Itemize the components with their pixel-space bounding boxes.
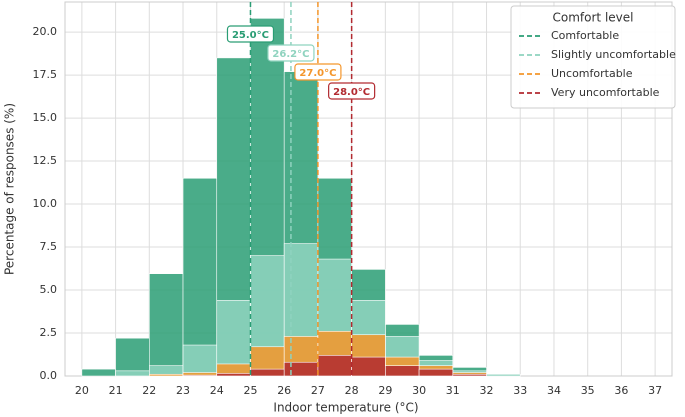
x-tick-label: 37 [648, 384, 662, 397]
bar [418, 368, 454, 377]
y-axis-label: Percentage of responses (%) [3, 103, 17, 275]
x-tick-label: 36 [614, 384, 628, 397]
y-tick-label: 7.5 [40, 240, 58, 253]
x-tick-label: 24 [210, 384, 224, 397]
bar [182, 374, 218, 377]
x-tick-label: 26 [277, 384, 291, 397]
x-tick-label: 28 [345, 384, 359, 397]
bar [149, 273, 184, 377]
bar [115, 337, 150, 377]
legend-label: Comfortable [551, 29, 619, 42]
x-tick-label: 25 [243, 384, 257, 397]
bar [486, 373, 521, 377]
bar [81, 368, 116, 377]
x-axis-label: Indoor temperature (°C) [273, 401, 418, 415]
x-tick-label: 33 [513, 384, 527, 397]
y-tick-label: 2.5 [40, 326, 58, 339]
legend-label: Very uncomfortable [551, 86, 660, 99]
bar [385, 365, 420, 377]
x-tick-label: 23 [176, 384, 190, 397]
legend-label: Slightly uncomfortable [551, 48, 676, 61]
x-tick-label: 22 [142, 384, 156, 397]
bar [182, 344, 218, 377]
mean-label-box [267, 44, 315, 62]
legend-label: Uncomfortable [551, 67, 633, 80]
x-tick-label: 21 [109, 384, 123, 397]
bar [250, 368, 285, 377]
mean-label-box [294, 63, 342, 81]
mean-label: 26.2°C [272, 49, 309, 60]
legend-box [510, 5, 676, 109]
x-tick-label: 34 [547, 384, 561, 397]
bar [182, 177, 218, 377]
bar [216, 373, 251, 377]
mean-label-box [226, 25, 275, 43]
mean-label: 27.0°C [299, 68, 336, 79]
legend-title: Comfort level [553, 11, 634, 25]
bar [115, 370, 150, 377]
x-tick-label: 35 [581, 384, 595, 397]
x-tick-label: 27 [311, 384, 325, 397]
y-tick-label: 12.5 [33, 154, 58, 167]
bar [283, 361, 319, 377]
bar [351, 356, 386, 377]
mean-label: 25.0°C [232, 30, 269, 41]
y-tick-label: 17.5 [33, 68, 58, 81]
bar [452, 373, 487, 377]
mean-label: 28.0°C [333, 87, 370, 98]
x-tick-label: 32 [480, 384, 494, 397]
y-tick-label: 20.0 [33, 25, 58, 38]
bar [149, 373, 184, 377]
y-tick-label: 10.0 [33, 197, 58, 210]
y-tick-label: 0.0 [40, 369, 58, 382]
bar [317, 355, 352, 377]
y-tick-label: 5.0 [40, 283, 58, 296]
y-tick-label: 15.0 [33, 111, 58, 124]
mean-label-box [328, 82, 376, 100]
x-tick-label: 29 [378, 384, 392, 397]
x-tick-label: 31 [446, 384, 460, 397]
x-tick-label: 20 [75, 384, 89, 397]
x-tick-label: 30 [412, 384, 426, 397]
